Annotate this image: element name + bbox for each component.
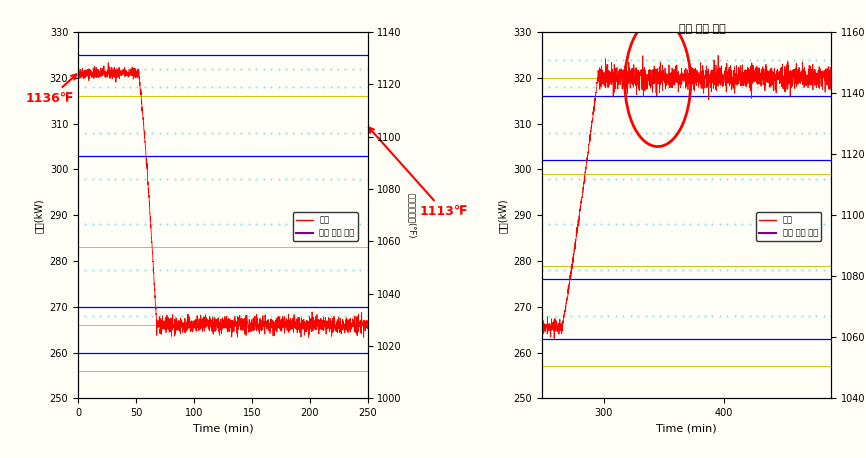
Y-axis label: 월력(kW): 월력(kW): [498, 198, 507, 233]
Y-axis label: 월력(kW): 월력(kW): [34, 198, 44, 233]
Text: 1113℉: 1113℉: [369, 127, 469, 218]
X-axis label: Time (min): Time (min): [656, 424, 717, 434]
Legend: 월력, 스택 내부 온도: 월력, 스택 내부 온도: [293, 212, 358, 241]
Legend: 월력, 스택 내부 온도: 월력, 스택 내부 온도: [756, 212, 821, 241]
Text: 스택 온도 상승: 스택 온도 상승: [679, 24, 726, 34]
Text: 1136℉: 1136℉: [26, 74, 76, 105]
X-axis label: Time (min): Time (min): [192, 424, 253, 434]
Y-axis label: 스택내부온도(°F): 스택내부온도(°F): [407, 192, 416, 238]
